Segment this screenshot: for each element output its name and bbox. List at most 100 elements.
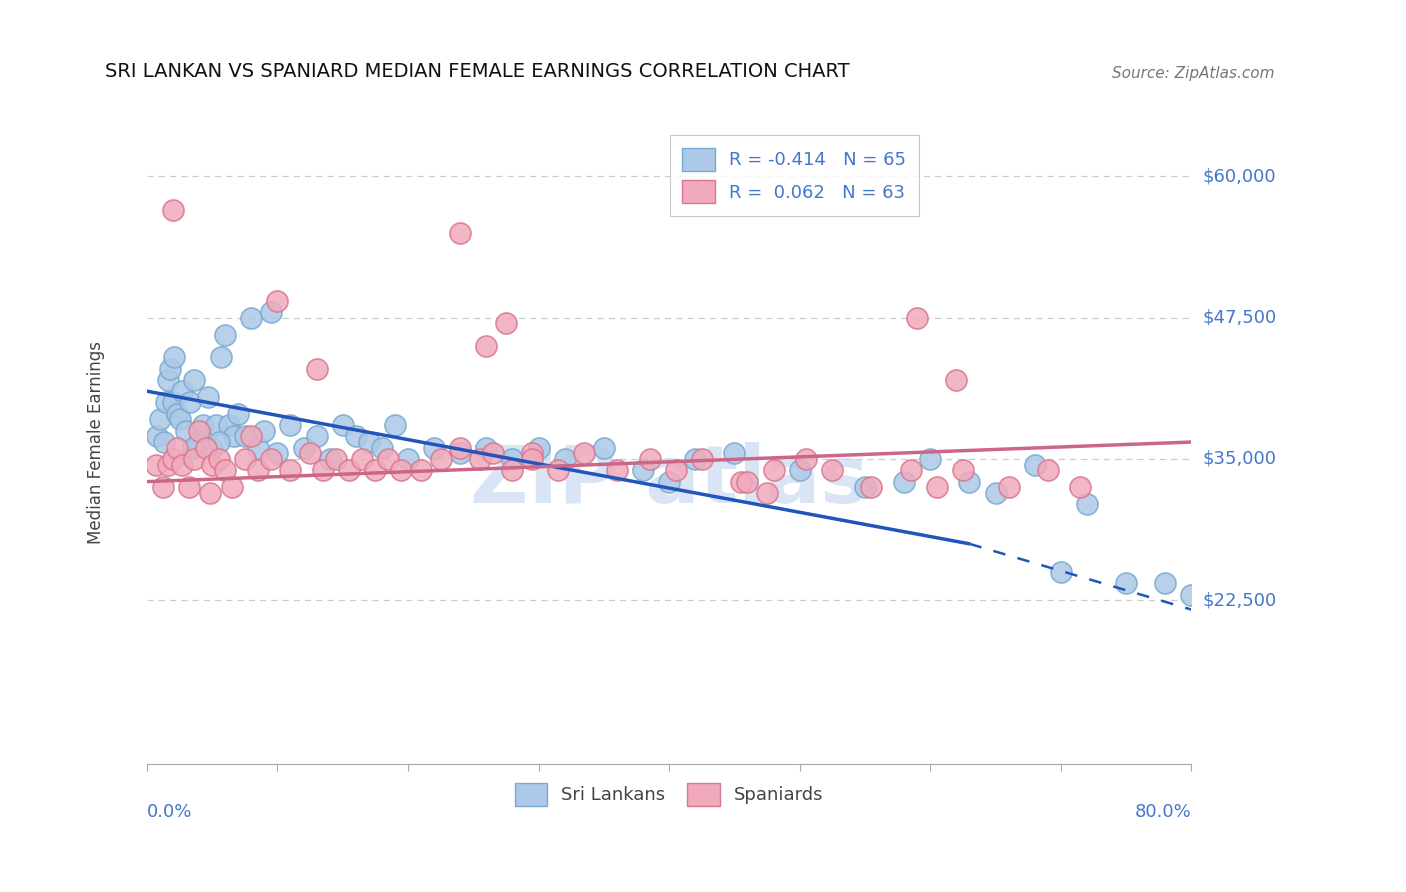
Point — [1154, 576, 1177, 591]
Point — [305, 361, 328, 376]
Point — [218, 418, 240, 433]
Point — [737, 475, 759, 489]
Point — [183, 373, 205, 387]
Point — [371, 441, 394, 455]
Point — [233, 452, 256, 467]
Point — [172, 384, 194, 399]
Point — [332, 418, 354, 433]
Point — [260, 305, 283, 319]
Point — [1069, 480, 1091, 494]
Point — [208, 435, 231, 450]
Point — [690, 452, 713, 467]
Point — [384, 418, 406, 433]
Point — [683, 452, 706, 467]
Point — [260, 452, 283, 467]
Point — [756, 486, 779, 500]
Point — [280, 463, 302, 477]
Point — [240, 429, 263, 443]
Text: $47,500: $47,500 — [1202, 309, 1277, 326]
Point — [730, 475, 752, 489]
Point — [900, 463, 922, 477]
Point — [246, 463, 269, 477]
Point — [226, 407, 249, 421]
Point — [162, 452, 184, 467]
Point — [146, 429, 169, 443]
Point — [821, 463, 844, 477]
Point — [449, 441, 471, 455]
Point — [156, 458, 179, 472]
Point — [253, 424, 276, 438]
Point — [1036, 463, 1059, 477]
Point — [163, 350, 186, 364]
Point — [240, 310, 263, 325]
Point — [172, 458, 194, 472]
Point — [1024, 458, 1046, 472]
Point — [554, 452, 576, 467]
Text: $22,500: $22,500 — [1202, 591, 1277, 609]
Point — [449, 446, 471, 460]
Point — [396, 452, 419, 467]
Point — [166, 407, 188, 421]
Point — [266, 446, 288, 460]
Point — [723, 446, 745, 460]
Text: Source: ZipAtlas.com: Source: ZipAtlas.com — [1112, 66, 1275, 81]
Point — [325, 452, 347, 467]
Point — [997, 480, 1019, 494]
Point — [169, 412, 191, 426]
Point — [292, 441, 315, 455]
Point — [149, 412, 172, 426]
Point — [198, 486, 221, 500]
Point — [860, 480, 883, 494]
Point — [357, 435, 380, 450]
Point — [592, 441, 614, 455]
Point — [299, 446, 322, 460]
Point — [952, 463, 974, 477]
Point — [638, 452, 661, 467]
Point — [221, 480, 243, 494]
Point — [153, 435, 176, 450]
Point — [162, 395, 184, 409]
Text: $60,000: $60,000 — [1202, 168, 1277, 186]
Point — [449, 226, 471, 240]
Point — [305, 429, 328, 443]
Point — [208, 452, 231, 467]
Point — [893, 475, 915, 489]
Point — [957, 475, 980, 489]
Point — [495, 316, 517, 330]
Point — [853, 480, 876, 494]
Point — [166, 441, 188, 455]
Point — [789, 463, 811, 477]
Point — [183, 452, 205, 467]
Point — [925, 480, 948, 494]
Point — [547, 463, 569, 477]
Point — [214, 463, 236, 477]
Point — [364, 463, 387, 477]
Point — [1076, 497, 1098, 511]
Point — [201, 441, 224, 455]
Point — [658, 475, 681, 489]
Text: ZIP atlas: ZIP atlas — [470, 442, 869, 520]
Point — [344, 429, 367, 443]
Point — [312, 463, 335, 477]
Point — [429, 452, 451, 467]
Point — [280, 418, 302, 433]
Point — [475, 339, 498, 353]
Point — [159, 361, 181, 376]
Point — [188, 435, 211, 450]
Point — [214, 327, 236, 342]
Point — [409, 463, 432, 477]
Point — [606, 463, 628, 477]
Point — [423, 441, 446, 455]
Point — [181, 441, 204, 455]
Point — [194, 441, 217, 455]
Point — [520, 446, 543, 460]
Text: 0.0%: 0.0% — [146, 803, 193, 821]
Point — [162, 203, 184, 218]
Legend: Sri Lankans, Spaniards: Sri Lankans, Spaniards — [508, 776, 831, 814]
Point — [174, 424, 197, 438]
Text: SRI LANKAN VS SPANIARD MEDIAN FEMALE EARNINGS CORRELATION CHART: SRI LANKAN VS SPANIARD MEDIAN FEMALE EAR… — [105, 62, 849, 81]
Text: 80.0%: 80.0% — [1135, 803, 1191, 821]
Point — [201, 458, 224, 472]
Point — [920, 452, 942, 467]
Point — [318, 452, 340, 467]
